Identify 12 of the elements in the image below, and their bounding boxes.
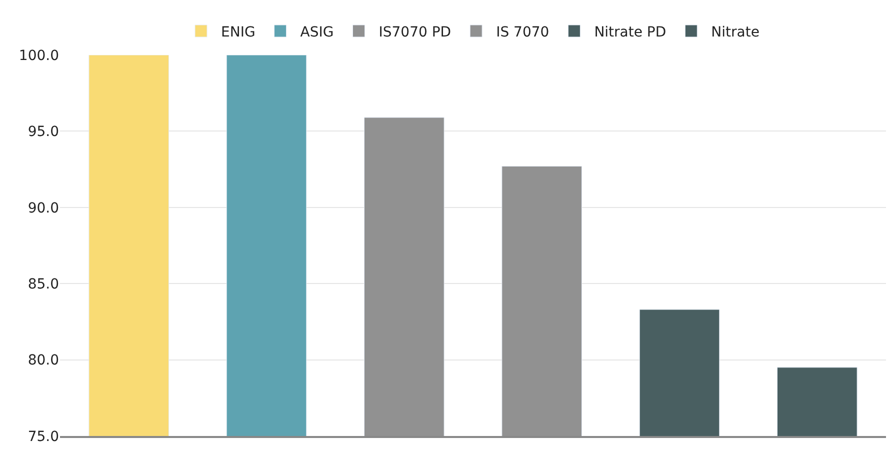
y-tick-label: 100.0 [18,48,59,64]
legend-label: IS 7070 [496,24,550,40]
y-tick-label: 85.0 [28,276,59,292]
legend-label: ASIG [300,24,334,40]
legend-label: Nitrate PD [594,24,666,40]
y-tick-label: 80.0 [28,352,59,369]
legend-label: IS7070 PD [378,24,452,40]
y-tick-label: 95.0 [28,124,59,140]
legend-label: ENIG [221,24,256,40]
y-tick-label: 75.0 [28,428,59,445]
legend-label: Nitrate [711,24,760,40]
y-tick-label: 90.0 [28,200,59,216]
